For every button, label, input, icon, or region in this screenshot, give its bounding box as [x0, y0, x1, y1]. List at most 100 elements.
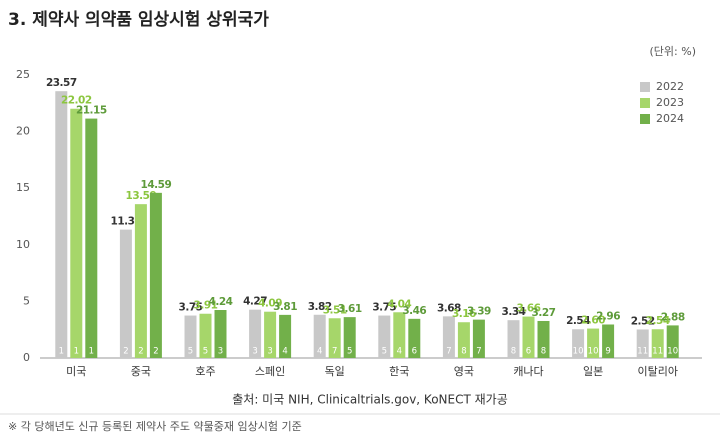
bar	[328, 318, 341, 358]
rank-label: 4	[317, 347, 322, 357]
value-label: 2.60	[581, 315, 605, 327]
unit-label: (단위: %)	[650, 45, 696, 58]
rank-label: 1	[59, 347, 64, 357]
rank-label: 10	[573, 347, 584, 357]
value-label: 11.34	[111, 216, 142, 228]
rank-label: 3	[218, 347, 223, 357]
rank-label: 6	[526, 347, 531, 357]
rank-label: 2	[123, 347, 128, 357]
rank-label: 8	[511, 347, 516, 357]
value-label: 3.66	[517, 303, 541, 315]
bar	[636, 329, 649, 358]
bar	[199, 313, 212, 358]
x-tick-label: 호주	[195, 365, 215, 378]
y-tick-label: 0	[23, 351, 30, 364]
bar	[149, 192, 162, 358]
bar	[393, 312, 406, 358]
value-label: 4.04	[387, 298, 411, 310]
bar	[457, 322, 470, 358]
value-label: 2.88	[661, 311, 685, 323]
value-label: 23.57	[46, 77, 77, 89]
x-tick-label: 독일	[325, 364, 345, 378]
bar	[666, 325, 679, 358]
x-tick-label: 중국	[131, 365, 151, 378]
x-tick-label: 이탈리아	[637, 365, 677, 378]
bar	[442, 316, 455, 358]
bar	[472, 319, 485, 358]
rank-label: 1	[89, 347, 94, 357]
rank-label: 3	[267, 347, 272, 357]
bar	[507, 320, 520, 358]
x-tick-label: 스페인	[255, 365, 285, 378]
rank-label: 5	[382, 347, 387, 357]
note: ※ 각 당해년도 신규 등록된 제약사 주도 약물중재 임상시험 기준	[8, 419, 302, 433]
value-label: 21.15	[76, 105, 107, 117]
bar	[572, 329, 585, 358]
rank-label: 6	[412, 347, 417, 357]
x-tick-label: 한국	[389, 365, 409, 378]
y-tick-label: 10	[16, 238, 30, 251]
value-label: 3.91	[194, 300, 218, 312]
y-tick-label: 15	[16, 181, 30, 194]
y-tick-label: 20	[16, 125, 30, 138]
rank-label: 11	[637, 347, 648, 357]
value-label: 3.61	[338, 303, 362, 315]
bar	[70, 108, 83, 358]
rank-label: 10	[667, 347, 678, 357]
bar	[55, 91, 68, 359]
bar	[522, 316, 535, 358]
rank-label: 3	[252, 347, 257, 357]
rank-label: 7	[476, 347, 481, 357]
rank-label: 7	[446, 347, 451, 357]
value-label: 14.59	[141, 179, 172, 191]
value-label: 3.34	[502, 306, 526, 318]
y-tick-label: 25	[16, 68, 30, 81]
value-label: 2.54	[646, 315, 670, 327]
bar	[587, 328, 600, 358]
legend-swatch	[640, 98, 650, 108]
value-label: 4.24	[209, 296, 233, 308]
rank-label: 4	[282, 347, 287, 357]
x-tick-label: 일본	[583, 364, 603, 378]
bar	[651, 329, 664, 358]
legend-swatch	[640, 114, 650, 124]
bar	[134, 204, 147, 358]
bar	[343, 317, 356, 358]
rank-label: 9	[605, 347, 610, 357]
value-label: 3.46	[402, 305, 426, 317]
rank-label: 5	[347, 347, 352, 357]
legend-label: 2024	[656, 112, 684, 125]
rank-label: 5	[188, 347, 193, 357]
rank-label: 5	[203, 347, 208, 357]
value-label: 3.51	[323, 304, 347, 316]
bar	[279, 314, 292, 358]
bar	[249, 309, 262, 358]
legend-label: 2023	[656, 96, 684, 109]
value-label: 3.27	[532, 307, 556, 319]
value-label: 22.02	[61, 95, 92, 107]
legend-label: 2022	[656, 80, 684, 93]
value-label: 4.27	[243, 296, 267, 308]
value-label: 3.68	[437, 302, 461, 314]
bar	[214, 310, 227, 358]
value-label: 2.52	[631, 315, 655, 327]
source: 출처: 미국 NIH, Clinicaltrials.gov, KoNECT 재…	[232, 393, 508, 407]
value-label: 2.54	[566, 315, 590, 327]
bar	[119, 229, 132, 358]
value-label: 13.59	[126, 190, 157, 202]
value-label: 3.75	[372, 302, 396, 314]
bar	[537, 320, 550, 358]
value-label: 3.81	[273, 301, 297, 313]
bar	[378, 315, 391, 358]
value-label: 3.39	[467, 306, 491, 318]
x-tick-label: 영국	[454, 365, 474, 378]
bar	[85, 118, 98, 358]
rank-label: 8	[541, 347, 546, 357]
rank-label: 10	[588, 347, 599, 357]
bar	[184, 315, 197, 358]
value-label: 4.09	[258, 298, 282, 310]
rank-label: 2	[153, 347, 158, 357]
bar	[408, 318, 421, 358]
value-label: 3.82	[308, 301, 332, 313]
y-tick-label: 5	[23, 294, 30, 307]
